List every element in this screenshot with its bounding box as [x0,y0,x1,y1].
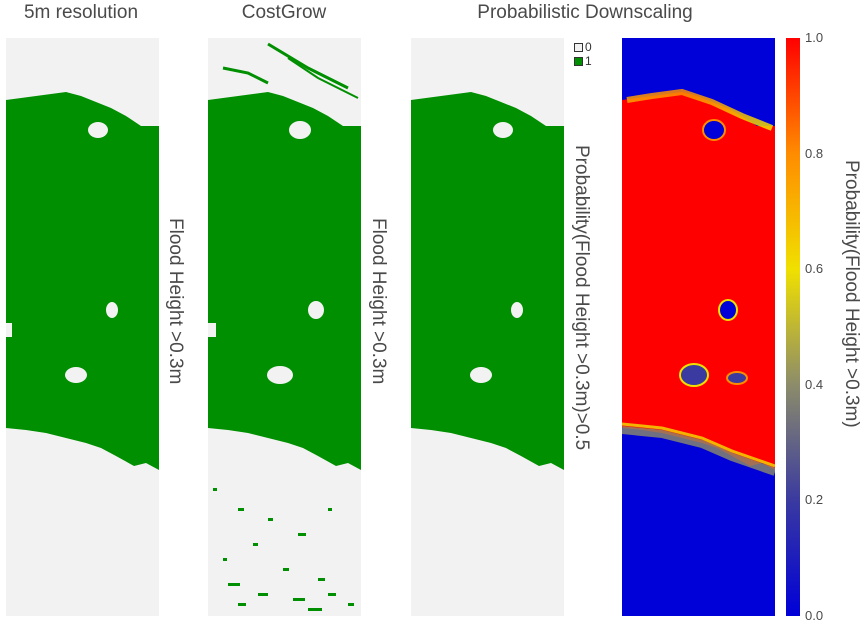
dry-patch [65,367,87,383]
legend-label-0: 0 [585,40,592,54]
map-5m-resolution [6,38,159,616]
flood-extent [208,92,361,470]
flood-streak [287,57,359,99]
colorbar-tick-label: 0.2 [805,492,824,508]
colorbar-tick-label: 0.4 [805,376,824,392]
ylabel-costgrow: Flood Height >0.3m [368,218,389,385]
map-probabilistic-downscaling [411,38,564,616]
dry-patch [267,366,293,384]
dry-patch [6,323,12,337]
panel-title-costgrow: CostGrow [241,2,327,23]
high-probability-region [622,92,775,470]
low-probability-patch [679,363,709,387]
panel-title-5m: 5m resolution [23,2,139,23]
low-probability-patch [702,119,726,141]
legend-swatch-0 [574,42,583,52]
legend-entry-0: 0 [574,40,592,54]
colorbar [786,38,800,616]
category-legend: 0 1 [574,40,592,68]
transition-band-bottom [622,426,775,476]
low-probability-patch [726,371,748,385]
dry-patch [308,301,324,319]
dry-patch [88,122,108,138]
transition-band-top [626,88,774,131]
dry-patch [106,302,118,318]
ylabel-5m: Flood Height >0.3m [165,218,186,385]
colorbar-tick-label: 0.8 [805,145,824,161]
dry-patch [511,302,523,318]
colorbar-tick-label: 0.6 [805,261,824,277]
colorbar-tick-label: 0.0 [805,608,824,623]
panel-title-probabilistic: Probabilistic Downscaling [477,2,693,23]
colorbar-gradient [786,38,800,616]
flood-streak [222,66,269,85]
legend-label-1: 1 [585,54,592,68]
transition-band-bottom-inner [622,422,775,468]
flood-streak [267,42,349,90]
map-probability [622,38,775,616]
legend-swatch-1 [574,56,583,66]
dry-patch [470,367,492,383]
flood-extent [411,92,564,470]
colorbar-tick-label: 1.0 [805,30,824,45]
legend-entry-1: 1 [574,54,592,68]
low-probability-patch [718,299,738,321]
map-costgrow [208,38,361,616]
flood-scatter [213,488,354,611]
ylabel-probabilistic: Probability(Flood Height >0.3m)>0.5 [571,145,592,451]
flood-extent [6,92,159,470]
dry-patch [208,323,216,337]
dry-patch [493,122,513,138]
dry-patch [289,121,311,139]
colorbar-label: Probability(Flood Height >0.3m) [841,160,862,428]
